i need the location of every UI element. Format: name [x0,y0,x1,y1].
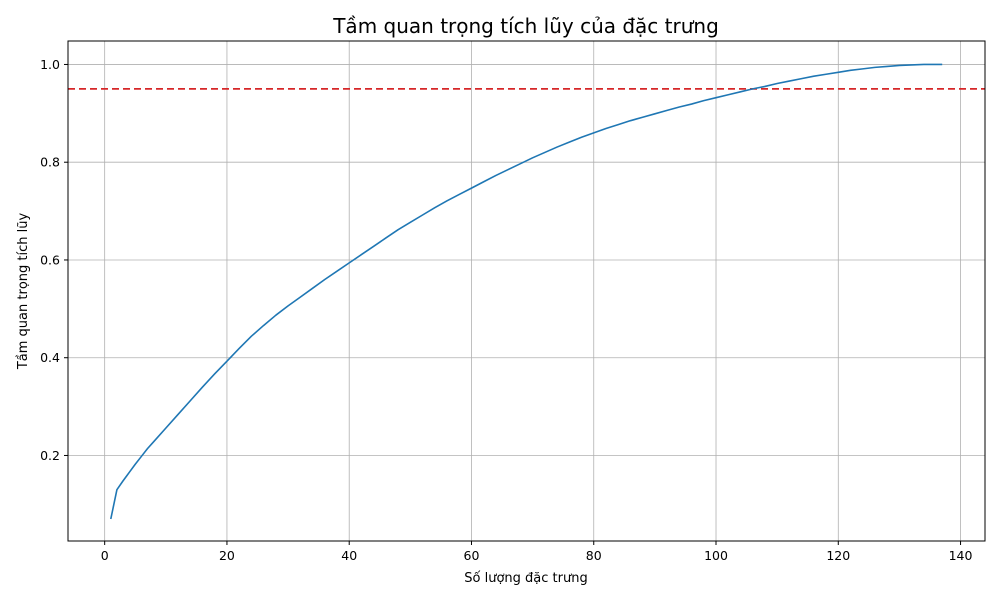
grid-layer [68,41,985,541]
axes-layer [67,40,986,542]
y-tick-label: 1.0 [40,57,60,72]
x-tick-label: 140 [949,548,973,563]
x-tick-label: 40 [341,548,357,563]
y-tick-label: 0.6 [40,252,60,267]
y-tick-label: 0.4 [40,350,60,365]
series-line [110,63,943,520]
ticks-layer: 0 20 40 60 80 100 120 140 0.2 0.4 0.6 0.8 1.0 [40,57,972,563]
chart-title: Tầm quan trọng tích lũy của đặc trưng [332,14,719,38]
x-tick-label: 0 [101,548,109,563]
x-tick-label: 60 [464,548,480,563]
series-layer [110,63,943,520]
x-tick-label: 20 [219,548,235,563]
plot-frame [67,40,986,542]
x-axis-label: Số lượng đặc trưng [464,571,587,586]
x-tick-label: 120 [826,548,850,563]
y-axis-label: Tầm quan trọng tích lũy [16,213,31,371]
x-tick-label: 100 [704,548,728,563]
y-tick-label: 0.2 [40,448,60,463]
x-tick-label: 80 [586,548,602,563]
y-tick-label: 0.8 [40,155,60,170]
